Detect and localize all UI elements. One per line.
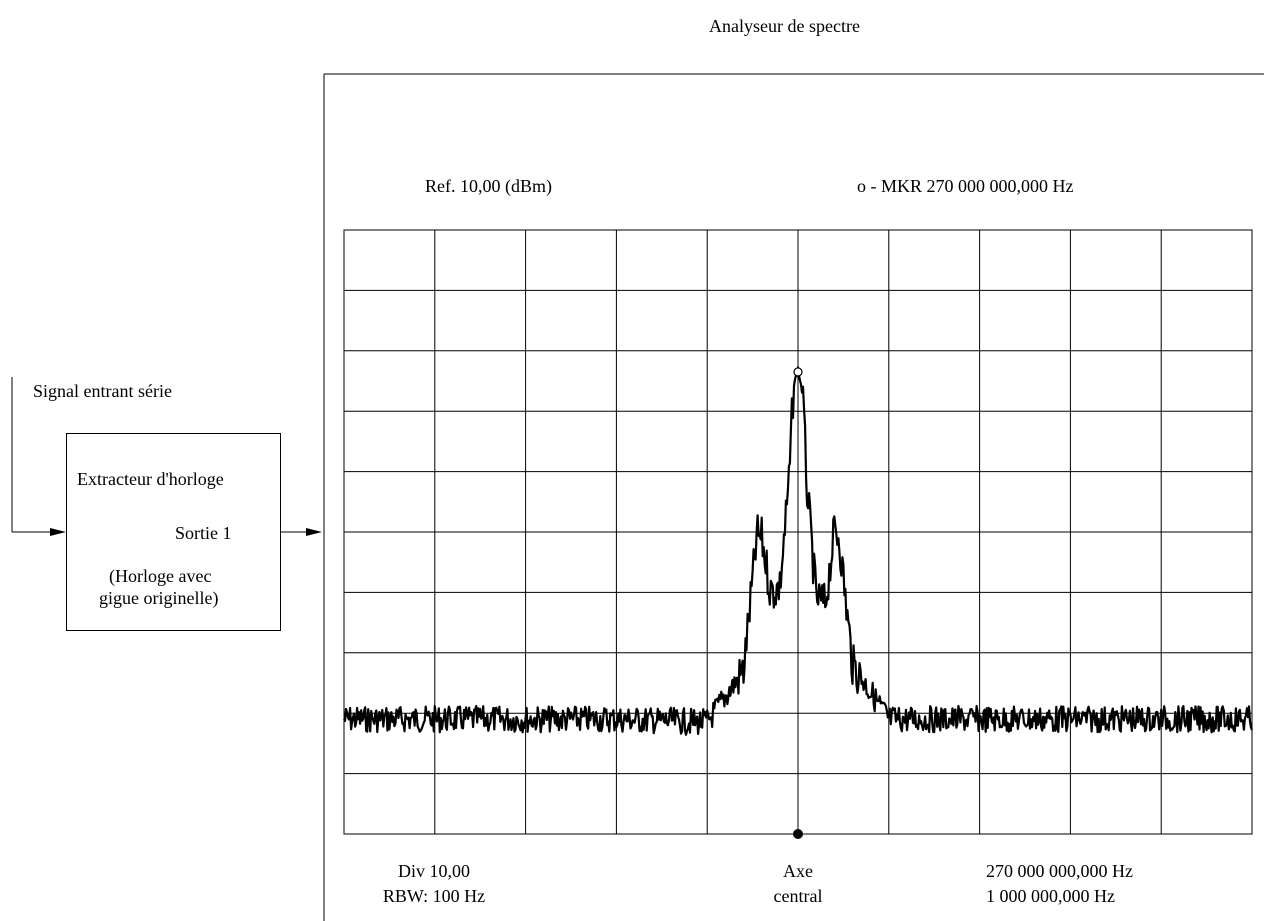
spectrum-trace: [343, 366, 1254, 736]
marker-circle: [793, 367, 803, 377]
span-value: 1 000 000,000 Hz: [986, 886, 1115, 906]
extractor-output-label: Sortie 1: [175, 523, 232, 543]
ref-level-label: Ref. 10,00 (dBm): [425, 176, 552, 196]
input-arrow: [50, 528, 66, 536]
center-axis-label-line1: Axe: [783, 861, 813, 881]
clock-extractor-box: [66, 433, 281, 631]
extractor-note-line2: gigue originelle): [99, 588, 219, 608]
extractor-title: Extracteur d'horloge: [77, 469, 224, 489]
input-signal-label: Signal entrant série: [33, 381, 172, 401]
page-title: Analyseur de spectre: [709, 16, 860, 36]
center-axis-dot: [793, 829, 803, 839]
center-frequency-value: 270 000 000,000 Hz: [986, 861, 1133, 881]
div-label: Div 10,00: [398, 861, 470, 881]
output-arrow: [306, 528, 322, 536]
marker-label: o - MKR 270 000 000,000 Hz: [857, 176, 1074, 196]
spectrum-grid: [343, 229, 1253, 835]
extractor-note-line1: (Horloge avec: [109, 566, 212, 586]
rbw-label: RBW: 100 Hz: [382, 886, 486, 906]
center-axis-label-line2: central: [773, 886, 823, 906]
